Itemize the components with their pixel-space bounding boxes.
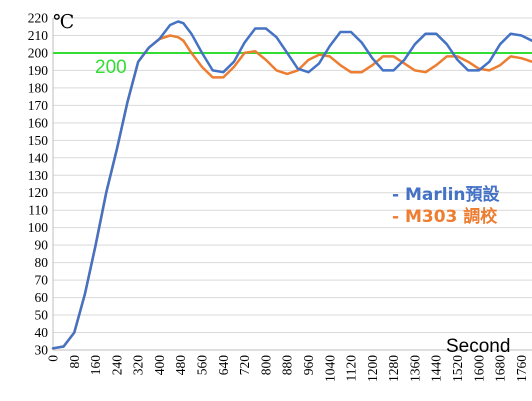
x-axis-label: Second <box>446 336 510 357</box>
unit-label: ℃ <box>53 11 74 33</box>
y-tick-label-160: 160 <box>28 115 49 130</box>
y-tick-label-40: 40 <box>35 325 49 340</box>
legend-entry-m303: - M303 調校 <box>392 206 498 227</box>
y-tick-label-50: 50 <box>35 308 49 323</box>
x-tick-label-1200: 1200 <box>365 355 380 382</box>
y-tick-label-190: 190 <box>28 63 49 78</box>
x-tick-label-1760: 1760 <box>514 355 529 382</box>
x-tick-label-800: 800 <box>258 355 273 376</box>
x-tick-label-1680: 1680 <box>493 355 508 382</box>
x-tick-label-1440: 1440 <box>429 355 444 382</box>
y-tick-label-170: 170 <box>28 98 49 113</box>
legend: - Marlin預設 - M303 調校 <box>392 184 501 227</box>
x-tick-label-480: 480 <box>173 355 188 376</box>
legend-entry-marlin: - Marlin預設 <box>392 184 501 205</box>
y-tick-label-90: 90 <box>35 238 49 253</box>
x-tick-label-640: 640 <box>216 355 231 376</box>
y-tick-label-210: 210 <box>28 28 49 43</box>
y-tick-label-70: 70 <box>35 273 49 288</box>
y-tick-label-120: 120 <box>28 185 49 200</box>
grid-lines <box>53 17 532 351</box>
x-tick-label-400: 400 <box>152 355 167 376</box>
x-tick-label-880: 880 <box>280 355 295 376</box>
y-tick-label-100: 100 <box>28 220 49 235</box>
y-tick-label-130: 130 <box>28 168 49 183</box>
x-tick-label-240: 240 <box>109 355 124 376</box>
x-tick-label-1520: 1520 <box>450 355 465 382</box>
y-axis-ticks: 220 210 200 190 180 170 160 150 140 130 120 110 100 9… <box>28 11 49 358</box>
y-tick-label-60: 60 <box>35 290 49 305</box>
x-tick-label-1280: 1280 <box>386 355 401 382</box>
series-group <box>51 20 532 350</box>
y-tick-label-200: 200 <box>28 45 49 60</box>
x-tick-label-80: 80 <box>67 355 82 369</box>
series-line-0 <box>51 20 532 350</box>
y-tick-label-180: 180 <box>28 80 49 95</box>
x-tick-label-160: 160 <box>88 355 103 376</box>
x-tick-label-1040: 1040 <box>322 355 337 382</box>
x-tick-label-1600: 1600 <box>471 355 486 382</box>
x-tick-label-1360: 1360 <box>407 355 422 382</box>
x-tick-label-1120: 1120 <box>344 355 359 382</box>
y-tick-label-30: 30 <box>35 343 49 358</box>
y-tick-label-220: 220 <box>28 11 49 26</box>
x-tick-label-0: 0 <box>46 355 61 362</box>
y-tick-label-80: 80 <box>35 255 49 270</box>
y-tick-label-140: 140 <box>28 150 49 165</box>
axes <box>52 18 532 351</box>
reference-line-label: 200 <box>95 57 127 78</box>
x-tick-label-720: 720 <box>237 355 252 376</box>
y-tick-label-110: 110 <box>28 203 48 218</box>
x-tick-label-320: 320 <box>131 355 146 376</box>
x-tick-label-960: 960 <box>301 355 316 376</box>
x-tick-label-560: 560 <box>195 355 210 376</box>
x-axis-ticks: 0 80 160 240 320 400 480 560 640 720 800 880 960 1040… <box>46 355 529 382</box>
y-tick-label-150: 150 <box>28 133 49 148</box>
